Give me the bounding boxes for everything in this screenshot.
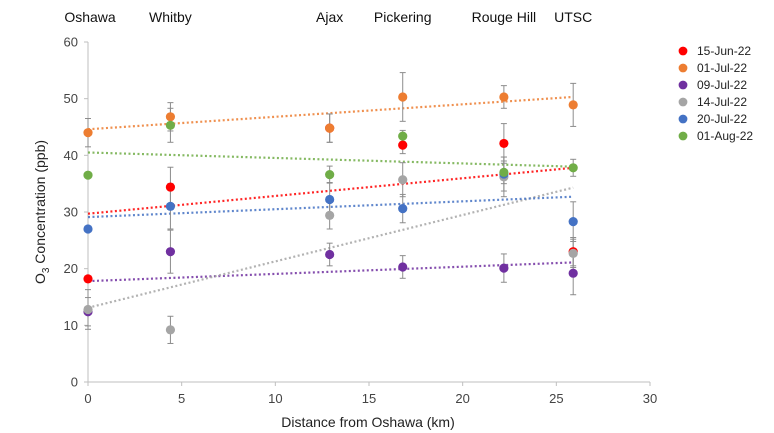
y-axis-title-subscript: 3 [41,267,52,273]
x-tick-label: 15 [362,391,376,406]
data-point [83,128,93,138]
legend-label: 15-Jun-22 [697,44,751,58]
x-tick-label: 0 [84,391,91,406]
data-point [165,325,176,335]
data-point [83,304,93,315]
data-point [83,274,93,284]
x-axis-title: Distance from Oshawa (km) [281,414,454,430]
data-point [568,100,578,110]
legend: 15-Jun-22 01-Jul-22 09-Jul-22 14-Jul-22 20-J… [678,44,753,143]
data-points [83,92,578,335]
data-point [398,140,408,150]
site-label: UTSC [554,9,592,25]
site-label: Ajax [316,9,343,25]
data-point [325,170,335,180]
data-point [83,170,93,180]
data-point [165,182,176,192]
data-point [398,92,408,102]
data-point [568,248,578,258]
x-tick-label: 25 [549,391,563,406]
data-point [165,247,176,257]
data-point [83,224,93,234]
axes: 0 10 20 30 40 50 60 0 5 10 15 20 25 30 [64,35,658,407]
data-point [568,268,578,278]
data-point [325,123,335,133]
data-point [165,120,176,130]
data-point [499,138,509,149]
site-label: Oshawa [64,9,116,25]
legend-marker [678,63,688,73]
legend-label: 01-Jul-22 [697,61,747,75]
y-tick-label: 0 [71,375,78,390]
y-tick-label: 20 [64,261,78,276]
legend-marker [678,131,688,141]
y-tick-label: 50 [64,91,78,106]
site-label: Rouge Hill [472,9,537,25]
x-tick-label: 10 [268,391,282,406]
x-tick-label: 5 [178,391,185,406]
data-point [499,167,509,177]
trendline [87,186,574,309]
y-axis-title-o: O [32,273,48,284]
y-tick-label: 10 [64,318,78,333]
y-tick-label: 40 [64,148,78,163]
data-point [165,201,176,211]
legend-marker [678,114,688,124]
data-point [398,131,408,141]
legend-label: 20-Jul-22 [697,112,747,126]
y-tick-label: 60 [64,35,78,50]
data-point [398,262,408,272]
data-point [165,112,176,122]
legend-label: 14-Jul-22 [697,95,747,109]
data-point [499,92,509,102]
y-axis-title-rest: Concentration (ppb) [32,140,48,268]
legend-marker [678,46,688,56]
data-point [499,263,509,273]
trendline [87,151,574,168]
data-point [398,175,408,185]
data-point [568,217,578,227]
legend-marker [678,97,688,107]
y-tick-label: 30 [64,205,78,220]
data-point [325,194,335,205]
legend-label: 01-Aug-22 [697,129,753,143]
x-tick-label: 30 [643,391,657,406]
y-axis-title: O3 Concentration (ppb) [32,140,52,284]
x-tick-label: 20 [455,391,469,406]
data-point [398,204,408,214]
site-label: Pickering [374,9,432,25]
data-point [325,210,335,220]
site-labels: Oshawa Whitby Ajax Pickering Rouge Hill UTSC [64,9,592,25]
legend-marker [678,80,688,90]
data-point [325,249,335,260]
site-label: Whitby [149,9,192,25]
legend-label: 09-Jul-22 [697,78,747,92]
data-point [568,163,578,173]
